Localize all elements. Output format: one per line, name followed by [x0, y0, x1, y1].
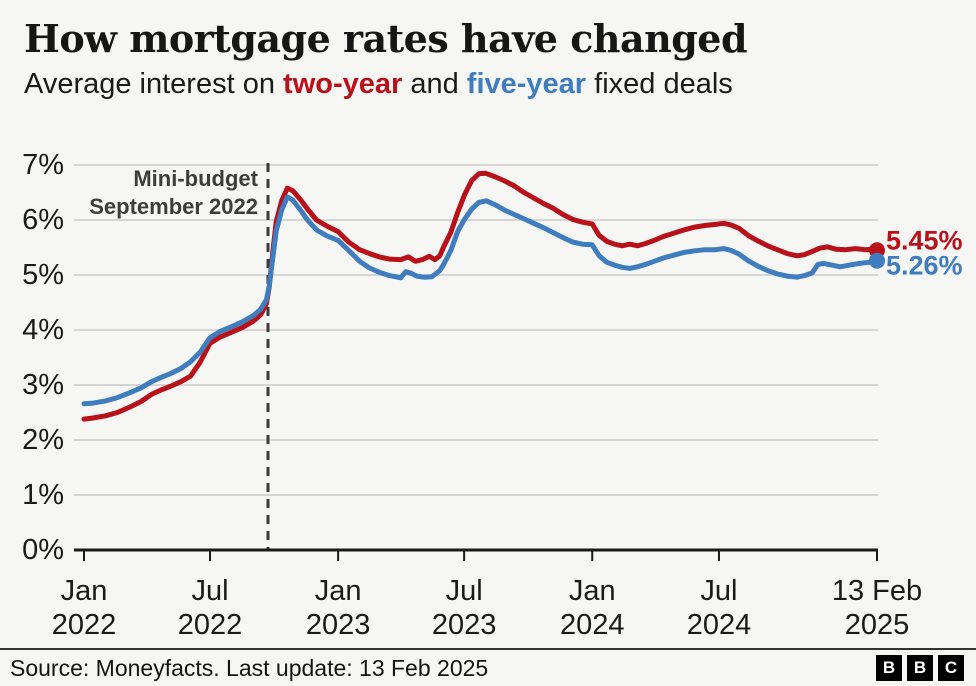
- x-axis-tick-label: Jan 2024: [560, 575, 625, 641]
- series-line-two-year: [81, 170, 880, 422]
- source-caption: Source: Moneyfacts. Last update: 13 Feb …: [10, 654, 489, 681]
- subtitle-five-year-label: five-year: [466, 67, 587, 100]
- x-axis-tick-label: Jan 2023: [306, 575, 371, 641]
- y-axis-tick-label: 6%: [22, 204, 64, 236]
- series-line-five-year: [81, 194, 880, 407]
- y-axis-tick-label: 7%: [22, 149, 64, 181]
- chart-header: How mortgage rates have changed Average …: [0, 0, 976, 101]
- x-axis-tick-label: 13 Feb 2025: [832, 575, 922, 641]
- y-axis-tick-label: 3%: [22, 369, 64, 401]
- line-chart: 7% 6% 5% 4% 3% 2% 1% 0% Mini-budget September 202…: [0, 128, 976, 648]
- chart-subtitle: Average interest on two-year and five-ye…: [24, 68, 952, 101]
- annotation-line-1: Mini-budget: [133, 166, 258, 191]
- series-end-label-five-year: 5.26%: [886, 251, 963, 281]
- y-axis-tick-label: 4%: [22, 314, 64, 346]
- bbc-logo-letter-b1: B: [876, 655, 902, 681]
- y-axis-tick-label: 5%: [22, 259, 64, 291]
- subtitle-text-2: and: [402, 67, 467, 100]
- bbc-logo: B B C: [876, 655, 964, 681]
- series-end-dot-five-year: [869, 252, 885, 269]
- series-end-label-two-year: 5.45%: [886, 225, 963, 255]
- subtitle-two-year-label: two-year: [283, 67, 403, 100]
- annotation-line-2: September 2022: [89, 194, 258, 219]
- mortgage-rates-line-chart: 7% 6% 5% 4% 3% 2% 1% 0% Mini-budget September 202…: [22, 149, 963, 641]
- x-axis-tick-label: Jan 2022: [52, 575, 117, 641]
- y-axis-tick-label: 1%: [22, 479, 64, 511]
- x-axis-tick-label: Jul 2024: [687, 575, 752, 641]
- y-axis-tick-label: 0%: [22, 534, 64, 566]
- chart-footer: Source: Moneyfacts. Last update: 13 Feb …: [0, 648, 976, 686]
- bbc-logo-letter-c: C: [938, 655, 964, 681]
- subtitle-text-1: Average interest on: [24, 67, 284, 100]
- subtitle-text-3: fixed deals: [586, 67, 733, 100]
- page-title: How mortgage rates have changed: [24, 16, 748, 61]
- x-axis-tick-label: Jul 2022: [178, 575, 243, 641]
- bbc-logo-letter-b2: B: [907, 655, 933, 681]
- y-axis-tick-label: 2%: [22, 424, 64, 456]
- x-axis-tick-label: Jul 2023: [432, 575, 497, 641]
